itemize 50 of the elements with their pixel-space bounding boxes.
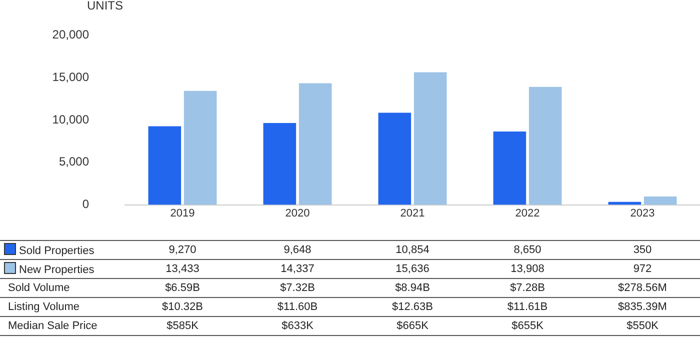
data-label: 350 xyxy=(585,240,700,260)
text: $11.61B xyxy=(470,298,585,316)
x-tick-label: 2020 xyxy=(285,207,310,220)
bar xyxy=(493,131,526,205)
text: $550K xyxy=(585,316,700,336)
bar xyxy=(378,112,412,205)
bar xyxy=(184,90,217,205)
data-label: 13,433 xyxy=(125,260,240,278)
text: $665K xyxy=(355,316,470,336)
text: $7.32B xyxy=(240,278,355,298)
legend-label: New Properties xyxy=(0,260,125,278)
bar xyxy=(528,86,562,205)
data-label: 8,650 xyxy=(470,240,585,260)
text: $11.60B xyxy=(240,298,355,316)
x-tick-label: 2022 xyxy=(515,207,540,220)
text: $8.94B xyxy=(355,278,470,298)
bar xyxy=(298,83,332,205)
data-label: 9,648 xyxy=(240,240,355,260)
text: $12.63B xyxy=(355,298,470,316)
bar xyxy=(414,72,447,205)
text: $6.59B xyxy=(125,278,240,298)
text: $585K xyxy=(125,316,240,336)
text: Listing Volume xyxy=(0,298,125,316)
y-tick-label: 5,000 xyxy=(58,154,90,169)
text: Sold Volume xyxy=(0,278,125,298)
y-tick-label: 15,000 xyxy=(52,70,90,84)
text: Median Sale Price xyxy=(0,316,125,336)
data-label: 9,270 xyxy=(125,240,240,260)
y-tick-label: 20,000 xyxy=(52,28,90,42)
x-tick-label: 2023 xyxy=(630,207,655,220)
bar xyxy=(263,122,296,205)
text: $835.39M xyxy=(585,298,700,316)
y-axis-title: UNITS xyxy=(87,0,123,12)
data-label: 15,636 xyxy=(355,260,470,278)
data-label: 13,908 xyxy=(470,260,585,278)
x-tick-label: 2021 xyxy=(400,207,425,220)
y-tick-label: 0 xyxy=(82,197,90,212)
data-label: 10,854 xyxy=(355,240,470,260)
text: $10.32B xyxy=(125,298,240,316)
text: $655K xyxy=(470,316,585,336)
bar xyxy=(644,196,677,205)
legend-label: Sold Properties xyxy=(0,240,125,260)
data-label: 14,337 xyxy=(240,260,355,278)
bar xyxy=(148,126,182,205)
text: $7.28B xyxy=(470,278,585,298)
x-tick-label: 2019 xyxy=(170,207,195,220)
text: $633K xyxy=(240,316,355,336)
text: $278.56M xyxy=(585,278,700,298)
data-label: 972 xyxy=(585,260,700,278)
y-tick-label: 10,000 xyxy=(52,112,90,126)
